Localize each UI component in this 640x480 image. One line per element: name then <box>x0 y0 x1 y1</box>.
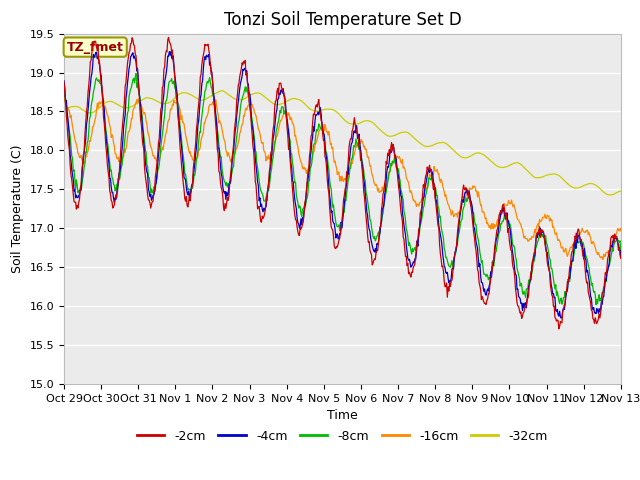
Y-axis label: Soil Temperature (C): Soil Temperature (C) <box>11 144 24 273</box>
X-axis label: Time: Time <box>327 409 358 422</box>
Title: Tonzi Soil Temperature Set D: Tonzi Soil Temperature Set D <box>223 11 461 29</box>
Legend: -2cm, -4cm, -8cm, -16cm, -32cm: -2cm, -4cm, -8cm, -16cm, -32cm <box>132 425 553 448</box>
Text: TZ_fmet: TZ_fmet <box>67 41 124 54</box>
